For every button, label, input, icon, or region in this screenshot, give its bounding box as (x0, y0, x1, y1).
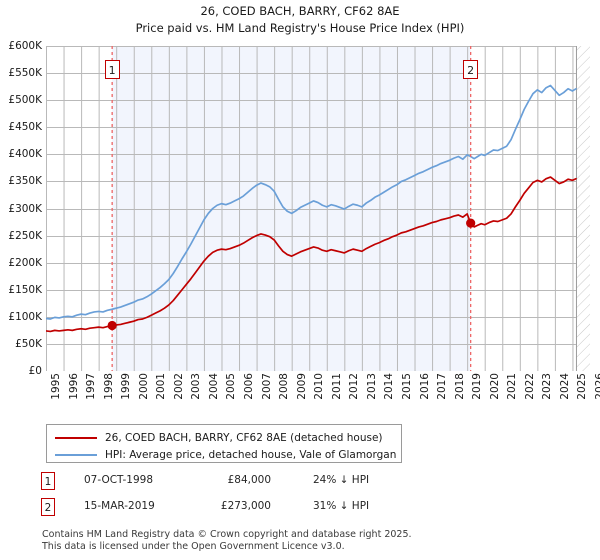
y-axis-tick-label: £400K (8, 148, 42, 161)
x-axis-tick-label: 1996 (67, 373, 80, 400)
footer-line-1: Contains HM Land Registry data © Crown c… (42, 529, 412, 540)
x-axis-tick-label: 2005 (225, 373, 238, 400)
footer-line-2: This data is licensed under the Open Gov… (42, 540, 345, 552)
x-axis-tick-label: 2004 (207, 373, 220, 400)
transaction-date: 15-MAR-2019 (84, 500, 155, 512)
x-axis: 1995 1996 1997 1998 1999 2000 2001 2002 2003 2004… (46, 373, 600, 413)
x-axis-tick-label: 2016 (418, 373, 431, 400)
transaction-price: £84,000 (227, 474, 271, 486)
chart-marker-1[interactable]: 1 (104, 60, 120, 79)
y-axis-tick-label: £450K (8, 121, 42, 134)
y-axis-tick-label: £500K (8, 94, 42, 107)
x-axis-tick-label: 2010 (313, 373, 326, 400)
y-axis-tick-label: £600K (8, 40, 42, 52)
transaction-hpi-delta: 31% ↓ HPI (313, 500, 370, 512)
transaction-index-badge[interactable]: 2 (41, 498, 55, 516)
x-axis-tick-label: 2000 (137, 373, 150, 400)
chart-legend: 26, COED BACH, BARRY, CF62 8AE (detached… (46, 424, 402, 463)
x-axis-tick-label: 2002 (172, 373, 185, 400)
x-axis-tick-label: 2015 (400, 373, 413, 400)
y-axis-tick-label: £0 (28, 365, 42, 377)
legend-color-swatch (55, 453, 97, 456)
x-axis-tick-label: 2020 (488, 373, 501, 400)
x-axis-tick-label: 2006 (243, 373, 256, 400)
x-axis-tick-label: 2013 (365, 373, 378, 400)
y-axis-tick-label: £200K (8, 256, 42, 269)
legend-item: HPI: Average price, detached house, Vale… (55, 447, 401, 462)
x-axis-tick-label: 2008 (278, 373, 291, 400)
y-axis-tick-label: £550K (8, 67, 42, 80)
y-axis-tick-label: £50K (15, 337, 42, 350)
x-axis-tick-label: 2024 (558, 373, 571, 400)
x-axis-tick-label: 2003 (190, 373, 203, 400)
transaction-price: £273,000 (220, 500, 271, 512)
x-axis-tick-label: 2023 (541, 373, 554, 400)
legend-item: 26, COED BACH, BARRY, CF62 8AE (detached… (55, 430, 401, 445)
page-title: 26, COED BACH, BARRY, CF62 8AE (200, 4, 400, 18)
y-axis-tick-label: £100K (8, 310, 42, 323)
title-block: 26, COED BACH, BARRY, CF62 8AE Price pai… (0, 3, 600, 37)
transaction-index-badge[interactable]: 1 (41, 472, 55, 490)
chart-marker-2[interactable]: 2 (463, 60, 479, 79)
x-axis-tick-label: 2018 (453, 373, 466, 400)
x-axis-tick-label: 2014 (383, 373, 396, 400)
x-axis-tick-label: 2007 (260, 373, 273, 400)
y-axis-tick-label: £300K (8, 202, 42, 215)
y-axis-tick-label: £250K (8, 229, 42, 242)
x-axis-tick-label: 2011 (330, 373, 343, 400)
x-axis-tick-label: 2017 (436, 373, 449, 400)
y-axis: £0 £50K £100K £150K £200K £250K £300K £350K £400… (0, 40, 46, 377)
transaction-row: 2 15-MAR-2019 £273,000 31% ↓ HPI (41, 498, 441, 524)
footer-attribution: Contains HM Land Registry data © Crown c… (42, 529, 582, 552)
x-axis-tick-label: 1997 (85, 373, 98, 400)
x-axis-tick-label: 2019 (471, 373, 484, 400)
chart-plot-svg (46, 46, 590, 371)
legend-color-swatch (55, 436, 97, 439)
transaction-row: 1 07-OCT-1998 £84,000 24% ↓ HPI (41, 472, 441, 498)
legend-label: 26, COED BACH, BARRY, CF62 8AE (detached… (105, 431, 383, 444)
x-axis-tick-label: 2001 (155, 373, 168, 400)
transaction-hpi-delta: 24% ↓ HPI (313, 474, 370, 486)
transaction-list: 1 07-OCT-1998 £84,000 24% ↓ HPI 2 15-MAR-2019… (41, 472, 441, 524)
x-axis-tick-label: 1998 (102, 373, 115, 400)
y-axis-tick-label: £150K (8, 283, 42, 296)
y-axis-tick-label: £350K (8, 175, 42, 188)
legend-label: HPI: Average price, detached house, Vale… (105, 448, 397, 461)
transaction-date: 07-OCT-1998 (84, 474, 153, 486)
x-axis-tick-label: 2022 (523, 373, 536, 400)
page-subtitle: Price paid vs. HM Land Registry's House … (135, 21, 465, 35)
x-axis-tick-label: 2025 (576, 373, 589, 400)
x-axis-tick-label: 1995 (50, 373, 62, 400)
x-axis-tick-label: 2021 (506, 373, 519, 400)
x-axis-tick-label: 1999 (120, 373, 133, 400)
x-axis-tick-label: 2012 (348, 373, 361, 400)
x-axis-tick-label: 2026 (594, 373, 600, 400)
x-axis-tick-label: 2009 (295, 373, 308, 400)
